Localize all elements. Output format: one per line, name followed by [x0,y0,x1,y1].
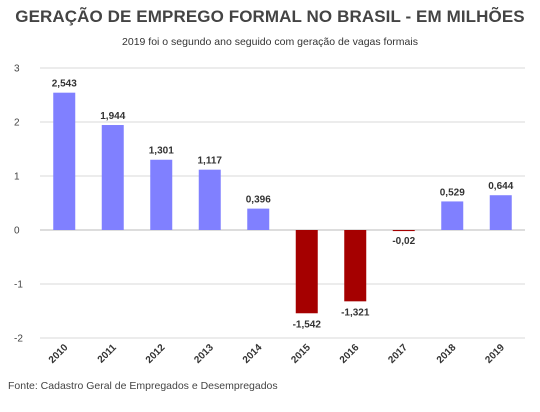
data-label: -1,321 [341,307,370,318]
bar [441,201,464,230]
bar [295,230,318,314]
data-label: 0,644 [488,181,513,192]
y-tick-label: 3 [14,64,20,75]
bars [53,92,512,314]
bar [392,230,415,232]
bar [198,169,221,230]
data-labels: 2,543 1,944 1,301 1,117 0,396 -1,542 -1,321 -0,… [52,79,514,331]
y-tick-label: -2 [14,334,23,345]
bar [150,159,173,230]
data-label: 1,301 [149,146,174,157]
data-label: 1,117 [198,156,223,167]
x-tick-label: 2019 [483,342,507,366]
data-label: -1,542 [293,319,322,330]
x-tick-label: 2014 [241,342,265,366]
chart-title: GERAÇÃO DE EMPREGO FORMAL NO BRASIL - EM… [15,7,525,26]
bar [247,208,270,230]
data-label: 1,944 [100,111,125,122]
data-label: 0,529 [440,187,465,198]
x-axis-ticks: 2010 2011 2012 2013 2014 2015 2016 2017 2018 2019 [47,342,507,366]
x-tick-label: 2016 [338,342,362,366]
bar [489,195,512,230]
y-tick-label: 1 [14,172,20,183]
chart-subtitle: 2019 foi o segundo ano seguido com geraç… [122,36,418,48]
bar [101,125,124,230]
bar [344,230,367,302]
data-label: 2,543 [52,79,77,90]
x-tick-label: 2015 [289,342,313,366]
x-tick-label: 2018 [435,342,459,366]
bar [53,92,76,230]
y-tick-label: -1 [14,280,23,291]
x-tick-label: 2013 [192,342,216,366]
y-tick-label: 0 [14,226,20,237]
x-tick-label: 2011 [96,342,119,365]
data-label: 0,396 [246,195,271,206]
x-tick-label: 2017 [386,342,410,366]
y-axis-ticks: -2 -1 0 1 2 3 [14,64,23,345]
y-tick-label: 2 [14,118,20,129]
source-note: Fonte: Cadastro Geral de Empregados e De… [8,380,278,392]
data-label: -0,02 [392,236,415,247]
x-tick-label: 2010 [47,342,71,366]
x-tick-label: 2012 [144,342,168,366]
